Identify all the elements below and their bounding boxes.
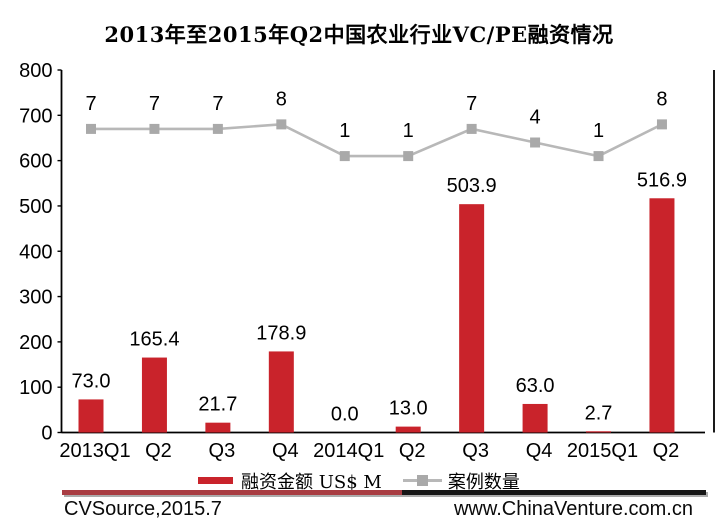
legend: 融资金额 US$ M 案例数量 xyxy=(198,471,520,493)
bar xyxy=(586,431,612,433)
legend-bar-label: 融资金额 US$ M xyxy=(241,471,382,493)
footer-source-text: CVSource,2015.7 xyxy=(64,498,222,520)
line-value-label: 1 xyxy=(593,120,604,142)
y-tick-label: 500 xyxy=(19,196,52,218)
line-value-label: 1 xyxy=(403,120,414,142)
y-tick-label: 400 xyxy=(19,241,52,263)
x-category-label: 2013Q1 xyxy=(59,440,130,462)
x-category-label: Q2 xyxy=(653,440,680,462)
line-value-label: 4 xyxy=(530,107,541,129)
legend-line-swatch xyxy=(402,475,442,486)
bar xyxy=(522,403,548,433)
bar xyxy=(395,426,421,433)
bar-value-label: 13.0 xyxy=(389,398,428,420)
x-category-label: Q4 xyxy=(272,440,299,462)
line-value-label: 7 xyxy=(466,93,477,115)
bar-value-label: 21.7 xyxy=(198,394,237,416)
line-marker xyxy=(212,123,223,134)
line-marker xyxy=(276,119,287,130)
bar-value-label: 503.9 xyxy=(447,175,497,197)
y-tick-label: 700 xyxy=(19,105,52,127)
footer-website-text: www.ChinaVenture.com.cn xyxy=(453,498,693,520)
y-tick-label: 300 xyxy=(19,287,52,309)
bar xyxy=(205,422,231,433)
chart-title: 2013年至2015年Q2中国农业行业VC/PE融资情况 xyxy=(104,22,614,47)
x-category-label: 2014Q1 xyxy=(313,440,384,462)
line-value-label: 8 xyxy=(656,88,667,110)
bar-value-label: 165.4 xyxy=(129,329,179,351)
legend-line-label: 案例数量 xyxy=(447,471,520,493)
bar-value-label: 516.9 xyxy=(637,169,687,191)
brand-separator-line xyxy=(62,490,706,495)
line-value-label: 7 xyxy=(85,93,96,115)
bar xyxy=(649,198,675,433)
y-tick-label: 0 xyxy=(41,423,52,445)
line-marker xyxy=(149,123,160,134)
x-category-label: 2015Q1 xyxy=(567,440,638,462)
y-tick-label: 100 xyxy=(19,377,52,399)
x-category-label: Q3 xyxy=(209,440,236,462)
line-value-label: 7 xyxy=(212,93,223,115)
bar xyxy=(268,351,294,433)
y-tick-label: 800 xyxy=(19,60,52,82)
line-value-label: 7 xyxy=(149,93,160,115)
x-category-label: Q2 xyxy=(399,440,426,462)
x-category-label: Q4 xyxy=(526,440,553,462)
y-tick-label: 200 xyxy=(19,332,52,354)
x-category-label: Q2 xyxy=(145,440,172,462)
bar-value-label: 73.0 xyxy=(72,370,111,392)
line-marker xyxy=(466,123,477,134)
y-tick-label: 600 xyxy=(19,151,52,173)
bar xyxy=(78,399,104,433)
legend-bar-swatch xyxy=(198,477,233,484)
line-marker xyxy=(86,123,96,134)
bar xyxy=(141,357,167,433)
line-value-label: 8 xyxy=(276,88,287,110)
line-marker xyxy=(593,151,604,162)
bar-value-label: 178.9 xyxy=(256,322,306,344)
line-marker xyxy=(530,137,541,148)
x-category-label: Q3 xyxy=(462,440,489,462)
line-marker xyxy=(403,151,414,162)
line-value-label: 1 xyxy=(339,120,350,142)
bar-value-label: 63.0 xyxy=(516,375,555,397)
bar xyxy=(459,204,485,433)
combo-chart: 010020030040050060070080073.0165.421.717… xyxy=(19,60,715,462)
legend-line-marker-icon xyxy=(416,475,428,486)
line-series xyxy=(91,123,663,158)
bar-value-label: 2.7 xyxy=(585,402,613,424)
line-marker xyxy=(656,119,667,130)
line-marker xyxy=(339,151,350,162)
bar-value-label: 0.0 xyxy=(331,404,359,426)
